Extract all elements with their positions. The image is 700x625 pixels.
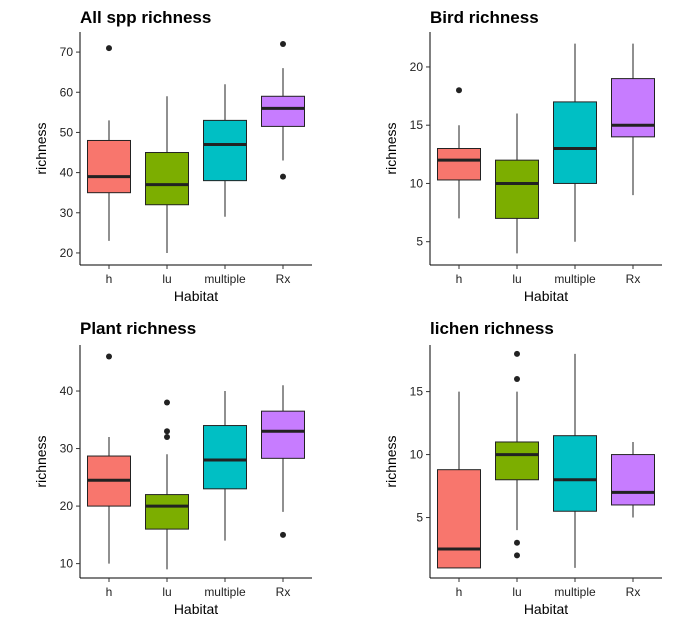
box-iqr: [495, 441, 539, 481]
box-iqr: [145, 494, 189, 530]
y-axis-label: richness: [33, 435, 49, 487]
chart-title: Plant richness: [80, 319, 196, 338]
x-tick-label: Rx: [276, 272, 291, 286]
x-tick-label: Rx: [276, 585, 291, 599]
outlier-point: [456, 87, 462, 94]
box-lu: [495, 113, 539, 254]
y-tick-label: 30: [60, 442, 74, 456]
box-iqr: [87, 139, 131, 194]
outlier-point: [164, 428, 170, 435]
y-tick-label: 5: [416, 511, 423, 525]
outlier-point: [164, 434, 170, 441]
box-lu: [145, 96, 189, 253]
chart-panel-0: All spp richness 20 30 40 50 60 70 h lu multiple R…: [33, 8, 312, 304]
box-iqr: [261, 95, 305, 127]
x-tick-label: multiple: [554, 272, 596, 286]
outlier-point: [106, 45, 112, 52]
box-Rx: [611, 43, 655, 196]
box-h: [87, 45, 131, 241]
y-tick-label: 60: [60, 85, 74, 99]
y-tick-label: 70: [60, 45, 74, 59]
chart-title: Bird richness: [430, 8, 539, 27]
outlier-point: [106, 353, 112, 360]
outlier-point: [280, 173, 286, 180]
x-axis-label: Habitat: [174, 288, 218, 304]
y-tick-label: 20: [60, 246, 74, 260]
box-iqr: [145, 152, 189, 206]
box-Rx: [611, 441, 655, 518]
outlier-point: [514, 350, 520, 357]
box-multiple: [203, 84, 247, 217]
y-tick-label: 50: [60, 125, 74, 139]
box-lu: [145, 399, 189, 570]
x-tick-label: multiple: [204, 585, 246, 599]
box-h: [87, 353, 131, 564]
box-iqr: [203, 425, 247, 490]
x-tick-label: h: [106, 585, 113, 599]
y-tick-label: 20: [410, 60, 424, 74]
y-tick-label: 40: [60, 384, 74, 398]
box-iqr: [611, 78, 655, 138]
y-tick-label: 5: [416, 235, 423, 249]
box-multiple: [203, 391, 247, 541]
outlier-point: [514, 552, 520, 559]
x-tick-label: multiple: [204, 272, 246, 286]
x-tick-label: lu: [162, 585, 171, 599]
box-multiple: [553, 43, 597, 242]
y-tick-label: 20: [60, 499, 74, 513]
x-tick-label: lu: [162, 272, 171, 286]
y-tick-label: 10: [410, 448, 424, 462]
outlier-point: [280, 531, 286, 538]
y-tick-label: 15: [410, 118, 424, 132]
y-tick-label: 15: [410, 385, 424, 399]
x-tick-label: lu: [512, 585, 521, 599]
box-Rx: [261, 385, 305, 538]
chart-panel-2: Plant richness 10 20 30 40 h lu multiple Rx Habit…: [33, 319, 312, 617]
x-tick-label: lu: [512, 272, 521, 286]
chart-title: lichen richness: [430, 319, 554, 338]
y-tick-label: 10: [410, 176, 424, 190]
outlier-point: [514, 539, 520, 546]
x-tick-label: Rx: [626, 272, 641, 286]
y-axis-label: richness: [383, 122, 399, 174]
box-h: [437, 87, 481, 219]
box-iqr: [553, 101, 597, 184]
y-axis-label: richness: [383, 435, 399, 487]
box-Rx: [261, 41, 305, 180]
outlier-point: [514, 376, 520, 383]
y-axis-label: richness: [33, 122, 49, 174]
box-iqr: [495, 159, 539, 219]
chart-panel-3: lichen richness 5 10 15 h lu multiple Rx Habitat…: [383, 319, 662, 617]
x-axis-label: Habitat: [524, 288, 568, 304]
x-tick-label: multiple: [554, 585, 596, 599]
box-iqr: [437, 469, 481, 569]
chart-title: All spp richness: [80, 8, 211, 27]
box-iqr: [437, 148, 481, 181]
chart-panel-1: Bird richness 5 10 15 20 h lu multiple Rx Habitat…: [383, 8, 662, 304]
y-tick-label: 10: [60, 557, 74, 571]
x-tick-label: h: [106, 272, 113, 286]
outlier-point: [280, 41, 286, 48]
x-tick-label: h: [456, 585, 463, 599]
x-tick-label: h: [456, 272, 463, 286]
x-tick-label: Rx: [626, 585, 641, 599]
y-tick-label: 40: [60, 166, 74, 180]
box-iqr: [553, 435, 597, 512]
box-iqr: [261, 410, 305, 459]
x-axis-label: Habitat: [174, 601, 218, 617]
x-axis-label: Habitat: [524, 601, 568, 617]
box-multiple: [553, 353, 597, 568]
box-h: [437, 391, 481, 569]
outlier-point: [164, 399, 170, 406]
box-lu: [495, 350, 539, 559]
box-iqr: [611, 454, 655, 506]
box-iqr: [203, 119, 247, 182]
y-tick-label: 30: [60, 206, 74, 220]
